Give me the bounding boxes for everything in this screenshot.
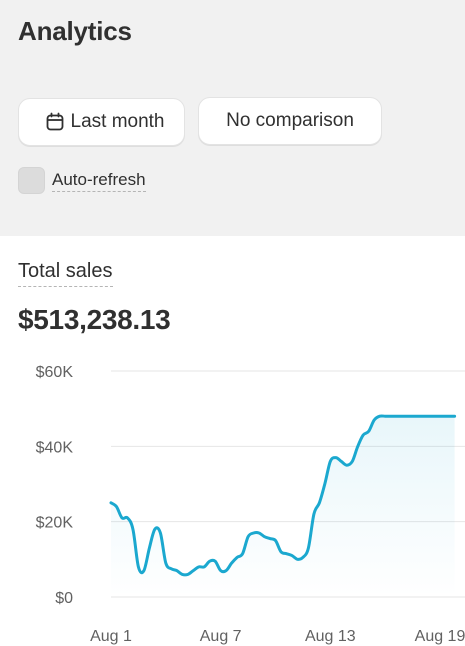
- auto-refresh-label: Auto-refresh: [52, 170, 146, 192]
- y-tick-label: $60K: [36, 364, 74, 381]
- total-sales-card: Total sales $513,238.13 $0 $20K $40K $60K A…: [0, 236, 465, 646]
- y-tick-label: $0: [55, 590, 73, 607]
- metric-label[interactable]: Total sales: [18, 260, 113, 287]
- sales-area: [111, 415, 455, 597]
- x-tick-label: Aug 13: [305, 628, 356, 645]
- date-range-button[interactable]: Last month: [18, 98, 185, 146]
- sales-chart: $0 $20K $40K $60K Aug 1 Aug 7 Aug 13 Aug 19: [36, 364, 465, 645]
- analytics-header: Analytics Last month No comparison Auto-…: [0, 0, 465, 236]
- metric-value: $513,238.13: [18, 304, 171, 335]
- page-title: Analytics: [18, 16, 132, 46]
- date-range-label: Last month: [70, 111, 165, 132]
- x-tick-label: Aug 1: [90, 628, 132, 645]
- y-axis: $0 $20K $40K $60K: [36, 364, 74, 607]
- y-tick-label: $40K: [36, 439, 74, 456]
- sales-line: [109, 414, 457, 577]
- x-tick-label: Aug 7: [200, 628, 242, 645]
- comparison-label: No comparison: [226, 110, 354, 131]
- auto-refresh-toggle[interactable]: Auto-refresh: [18, 167, 146, 194]
- comparison-button[interactable]: No comparison: [198, 97, 382, 145]
- x-tick-label: Aug 19: [415, 628, 465, 645]
- y-tick-label: $20K: [36, 515, 74, 532]
- x-axis: Aug 1 Aug 7 Aug 13 Aug 19: [90, 628, 465, 645]
- calendar-icon: [45, 112, 65, 132]
- auto-refresh-checkbox[interactable]: [18, 167, 45, 194]
